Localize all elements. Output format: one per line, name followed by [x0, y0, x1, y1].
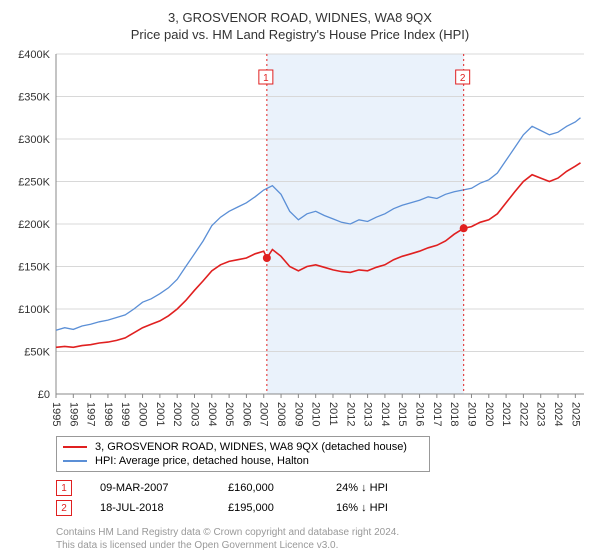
marker-price: £160,000	[228, 482, 308, 494]
svg-text:£200K: £200K	[18, 219, 50, 231]
svg-text:2020: 2020	[483, 402, 495, 426]
svg-text:2019: 2019	[465, 402, 477, 426]
legend: 3, GROSVENOR ROAD, WIDNES, WA8 9QX (deta…	[56, 436, 430, 472]
svg-text:2: 2	[460, 73, 466, 84]
marker-delta: 16% ↓ HPI	[336, 502, 388, 514]
svg-text:2010: 2010	[310, 402, 322, 426]
svg-text:2014: 2014	[379, 402, 391, 426]
svg-text:£50K: £50K	[24, 347, 50, 359]
svg-text:2008: 2008	[275, 402, 287, 426]
svg-text:2018: 2018	[448, 402, 460, 426]
svg-text:2025: 2025	[569, 402, 581, 426]
svg-text:1995: 1995	[50, 402, 62, 426]
marker-price: £195,000	[228, 502, 308, 514]
svg-text:2016: 2016	[414, 402, 426, 426]
svg-text:1998: 1998	[102, 402, 114, 426]
svg-text:2005: 2005	[223, 402, 235, 426]
footer-line: Contains HM Land Registry data © Crown c…	[56, 526, 588, 539]
svg-text:2011: 2011	[327, 402, 339, 426]
svg-text:1997: 1997	[85, 402, 97, 426]
svg-text:2001: 2001	[154, 402, 166, 426]
marker-row: 1 09-MAR-2007 £160,000 24% ↓ HPI	[56, 478, 588, 498]
svg-text:£300K: £300K	[18, 134, 50, 146]
svg-text:2002: 2002	[171, 402, 183, 426]
svg-text:1999: 1999	[119, 402, 131, 426]
legend-label: 3, GROSVENOR ROAD, WIDNES, WA8 9QX (deta…	[95, 441, 407, 453]
legend-label: HPI: Average price, detached house, Halt…	[95, 455, 309, 467]
svg-text:2000: 2000	[137, 402, 149, 426]
legend-swatch	[63, 460, 87, 462]
marker-delta: 24% ↓ HPI	[336, 482, 388, 494]
svg-text:2015: 2015	[396, 402, 408, 426]
marker-date: 09-MAR-2007	[100, 482, 200, 494]
footer-attribution: Contains HM Land Registry data © Crown c…	[56, 526, 588, 552]
svg-text:2004: 2004	[206, 402, 218, 426]
svg-text:2009: 2009	[292, 402, 304, 426]
svg-text:2017: 2017	[431, 402, 443, 426]
footer-line: This data is licensed under the Open Gov…	[56, 539, 588, 552]
svg-text:2003: 2003	[188, 402, 200, 426]
title-subtitle: Price paid vs. HM Land Registry's House …	[12, 27, 588, 42]
price-chart: £0 £50K £100K £150K £200K £250K £300K £350K £400…	[12, 50, 588, 430]
svg-text:£100K: £100K	[18, 304, 50, 316]
svg-text:1996: 1996	[67, 402, 79, 426]
marker-date: 18-JUL-2018	[100, 502, 200, 514]
marker-row: 2 18-JUL-2018 £195,000 16% ↓ HPI	[56, 498, 588, 518]
title-address: 3, GROSVENOR ROAD, WIDNES, WA8 9QX	[12, 10, 588, 25]
svg-text:1: 1	[263, 73, 269, 84]
svg-text:£400K: £400K	[18, 50, 50, 61]
svg-text:£250K: £250K	[18, 177, 50, 189]
svg-text:£150K: £150K	[18, 262, 50, 274]
legend-item: 3, GROSVENOR ROAD, WIDNES, WA8 9QX (deta…	[63, 440, 423, 454]
marker-badge: 1	[56, 480, 72, 496]
marker-table: 1 09-MAR-2007 £160,000 24% ↓ HPI 2 18-JUL-201…	[56, 478, 588, 518]
svg-text:2013: 2013	[362, 402, 374, 426]
svg-text:£350K: £350K	[18, 92, 50, 104]
svg-text:2006: 2006	[240, 402, 252, 426]
svg-text:£0: £0	[38, 389, 50, 401]
svg-text:2007: 2007	[258, 402, 270, 426]
svg-text:2021: 2021	[500, 402, 512, 426]
legend-swatch	[63, 446, 87, 448]
svg-text:2012: 2012	[344, 402, 356, 426]
svg-text:2023: 2023	[535, 402, 547, 426]
svg-text:2022: 2022	[517, 402, 529, 426]
svg-text:2024: 2024	[552, 402, 564, 426]
marker-badge: 2	[56, 500, 72, 516]
legend-item: HPI: Average price, detached house, Halt…	[63, 454, 423, 468]
